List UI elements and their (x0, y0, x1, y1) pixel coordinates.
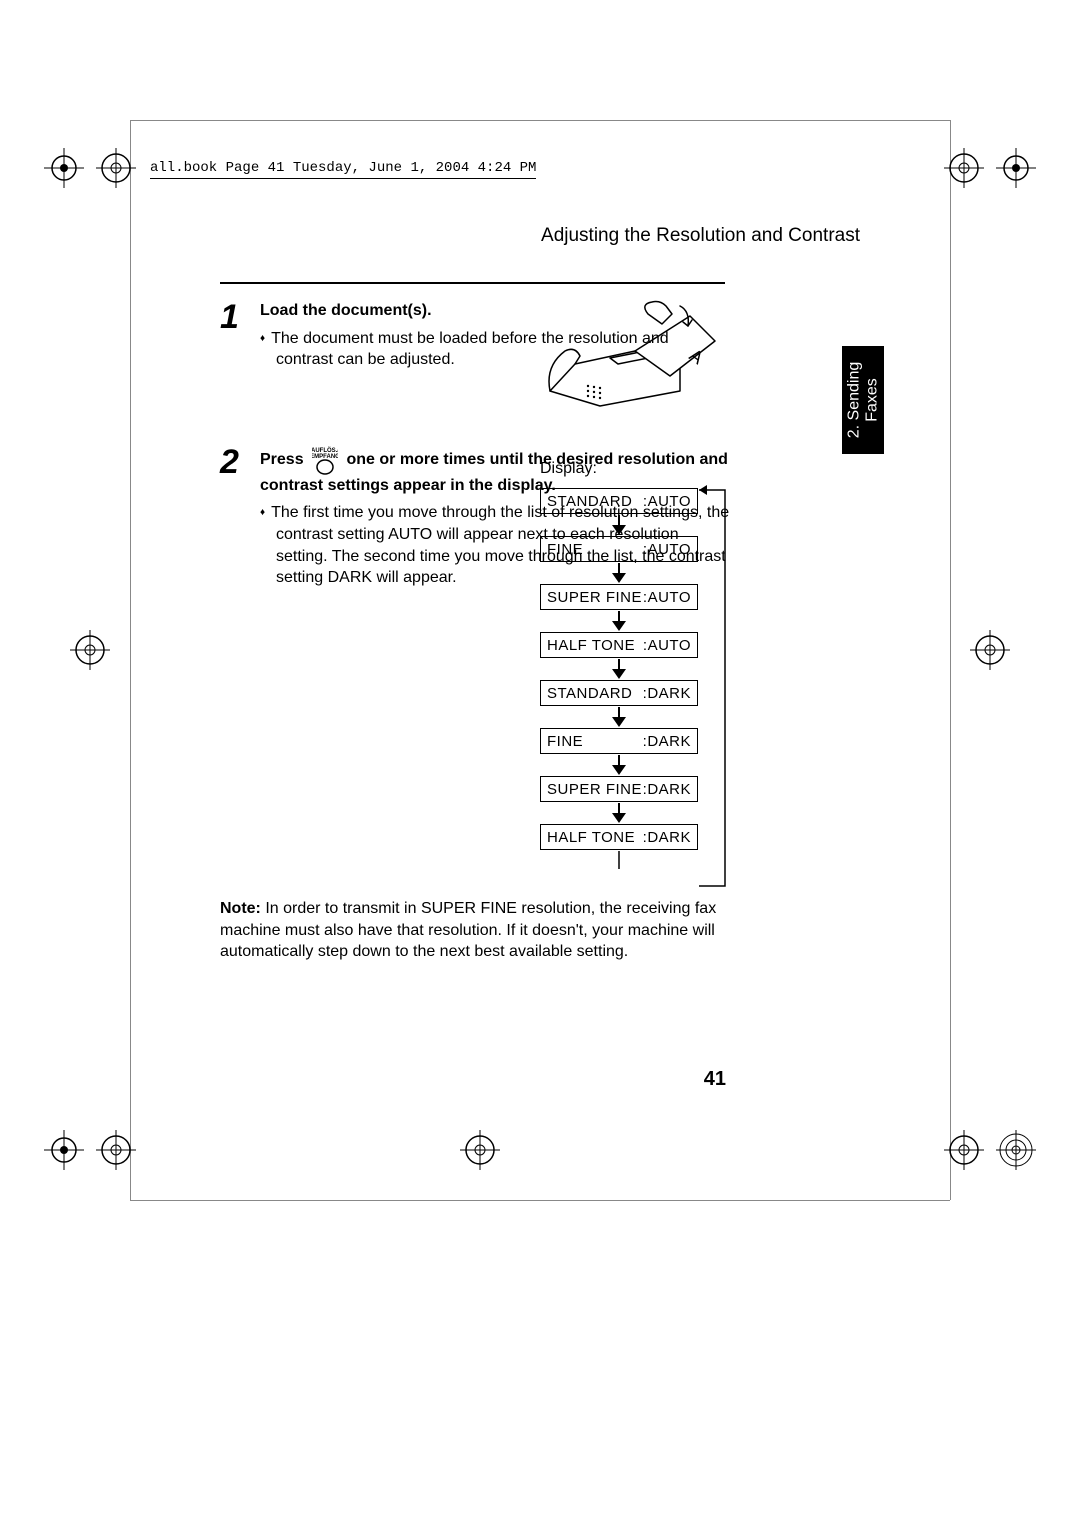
display-box: SUPER FINE:DARK (540, 776, 698, 802)
running-header: all.book Page 41 Tuesday, June 1, 2004 4… (150, 160, 536, 179)
crop-frame-bottom (130, 1200, 950, 1201)
section-title: Adjusting the Resolution and Contrast (220, 225, 860, 247)
crop-frame-top (130, 120, 950, 121)
display-box: FINE :AUTO (540, 536, 698, 562)
crop-frame-right (950, 120, 951, 1200)
registration-mark-icon (460, 1130, 500, 1170)
display-box-right: :DARK (643, 829, 691, 845)
registration-mark-icon (944, 1130, 984, 1170)
registration-mark-icon (996, 148, 1036, 188)
display-box-left: FINE (547, 733, 583, 749)
display-box-left: SUPER FINE (547, 781, 642, 797)
display-box-left: STANDARD (547, 685, 632, 701)
registration-mark-icon (970, 630, 1010, 670)
arrow-down-icon (540, 610, 698, 632)
note-text: In order to transmit in SUPER FINE resol… (220, 900, 716, 960)
display-box: SUPER FINE:AUTO (540, 584, 698, 610)
button-label-top: AUFLÖS./ (312, 447, 338, 454)
arrow-down-icon (540, 754, 698, 776)
button-label-bottom: EMPFANG (312, 454, 338, 460)
display-box: STANDARD :DARK (540, 680, 698, 706)
step-number: 2 (220, 445, 246, 595)
registration-mark-icon (44, 1130, 84, 1170)
step-1-bullet: The document must be loaded before the r… (276, 328, 730, 371)
display-box-left: FINE (547, 541, 583, 557)
chapter-tab-label: 2. Sending Faxes (845, 362, 881, 439)
display-box-left: HALF TONE (547, 637, 635, 653)
resolution-button-icon: AUFLÖS./ EMPFANG (312, 445, 338, 475)
title-rule (220, 282, 725, 284)
arrow-down-icon (540, 562, 698, 584)
note-label: Note: (220, 900, 261, 917)
page-root: all.book Page 41 Tuesday, June 1, 2004 4… (0, 0, 1080, 1528)
step-number: 1 (220, 300, 246, 377)
display-label: Display: (540, 460, 730, 478)
display-box-right: :AUTO (643, 589, 691, 605)
arrow-down-icon (540, 802, 698, 824)
display-box: STANDARD :AUTO (540, 488, 698, 514)
loop-arrow-icon (697, 484, 737, 899)
display-box: FINE :DARK (540, 728, 698, 754)
page-number: 41 (704, 1068, 726, 1091)
chapter-tab: 2. Sending Faxes (842, 346, 884, 454)
display-box: HALF TONE :AUTO (540, 632, 698, 658)
arrow-down-icon (540, 706, 698, 728)
arrow-down-icon (540, 514, 698, 536)
arrow-down-icon (540, 658, 698, 680)
registration-mark-icon (70, 630, 110, 670)
registration-mark-icon (96, 1130, 136, 1170)
registration-mark-icon (44, 148, 84, 188)
registration-mark-icon (944, 148, 984, 188)
display-box-right: :AUTO (643, 541, 691, 557)
display-box-left: SUPER FINE (547, 589, 642, 605)
display-box-right: :AUTO (643, 637, 691, 653)
registration-mark-icon (996, 1130, 1036, 1170)
display-box-left: STANDARD (547, 493, 632, 509)
display-box-left: HALF TONE (547, 829, 635, 845)
press-before: Press (260, 451, 308, 468)
arrow-down-icon (540, 850, 698, 872)
registration-mark-icon (96, 148, 136, 188)
step-1-heading: Load the document(s). (260, 300, 730, 322)
display-box-right: :DARK (643, 685, 691, 701)
note-paragraph: Note: In order to transmit in SUPER FINE… (220, 898, 725, 963)
display-box-right: :DARK (643, 733, 691, 749)
display-box: HALF TONE :DARK (540, 824, 698, 850)
display-box-right: :DARK (643, 781, 691, 797)
crop-frame-left (130, 120, 131, 1200)
step-1: 1 Load the document(s). The document mus… (220, 300, 730, 377)
display-box-right: :AUTO (643, 493, 691, 509)
